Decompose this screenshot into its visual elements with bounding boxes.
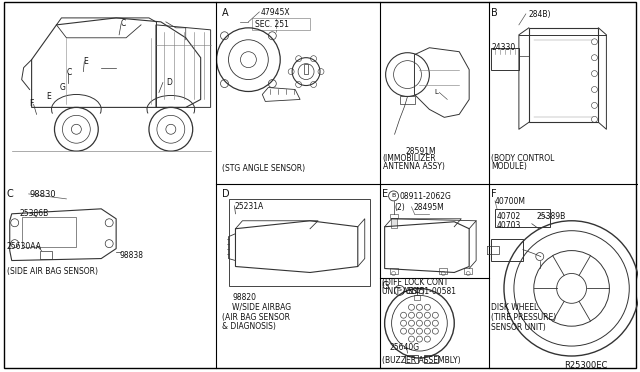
Text: E: E	[83, 57, 88, 66]
Text: 25389B: 25389B	[537, 212, 566, 221]
Text: UNIT ASSY): UNIT ASSY)	[381, 288, 424, 296]
Text: & DIAGNOSIS): & DIAGNOSIS)	[221, 322, 275, 331]
Text: 40702: 40702	[497, 212, 521, 221]
Text: E: E	[47, 93, 51, 102]
Bar	[491, 246, 499, 254]
Text: 98820: 98820	[232, 294, 257, 302]
Bar	[228, 199, 370, 286]
Bar	[495, 209, 550, 227]
Text: 28591M: 28591M	[406, 147, 436, 156]
Bar	[404, 355, 419, 363]
Text: (STG ANGLE SENSOR): (STG ANGLE SENSOR)	[221, 164, 305, 173]
Text: SENSOR UNIT): SENSOR UNIT)	[491, 323, 546, 332]
Text: 40700M: 40700M	[495, 197, 526, 206]
Text: (BODY CONTROL: (BODY CONTROL	[491, 154, 554, 163]
Text: MODULE): MODULE)	[491, 162, 527, 171]
Bar	[390, 214, 397, 218]
Text: W/SIDE AIRBAG: W/SIDE AIRBAG	[232, 302, 292, 311]
Text: C: C	[121, 19, 126, 28]
Text: (IMMOBILIZER: (IMMOBILIZER	[383, 154, 436, 163]
Text: ANTENNA ASSY): ANTENNA ASSY)	[383, 162, 445, 171]
Bar	[424, 355, 438, 363]
Text: (2): (2)	[395, 203, 405, 212]
Text: 24330: 24330	[491, 43, 515, 52]
Text: B: B	[392, 193, 396, 198]
Text: (TIRE PRESSURE): (TIRE PRESSURE)	[491, 313, 556, 322]
Bar	[390, 218, 397, 228]
Text: L: L	[435, 90, 438, 96]
Text: G: G	[60, 83, 65, 92]
Text: R25300EC: R25300EC	[564, 361, 607, 370]
Text: (DIFF LOCK CONT: (DIFF LOCK CONT	[381, 278, 448, 288]
Text: 98838: 98838	[119, 251, 143, 260]
Text: F: F	[491, 189, 497, 199]
Bar	[252, 18, 310, 30]
Text: 284B): 284B)	[529, 10, 551, 19]
Bar	[529, 28, 598, 122]
Text: 40703: 40703	[497, 221, 522, 230]
Text: B: B	[491, 8, 498, 18]
Text: SEC. 251: SEC. 251	[255, 20, 289, 29]
Text: F: F	[29, 99, 34, 109]
Text: E: E	[381, 189, 388, 199]
Text: D: D	[221, 189, 229, 199]
Text: 98830: 98830	[29, 190, 56, 199]
Bar	[439, 269, 447, 275]
Bar	[399, 96, 415, 105]
Text: A: A	[221, 8, 228, 18]
Text: DISK WHEEL: DISK WHEEL	[491, 303, 538, 312]
Text: 25630AA: 25630AA	[7, 242, 42, 251]
Text: 25231A: 25231A	[234, 202, 264, 211]
Text: C: C	[7, 189, 13, 199]
Bar	[491, 48, 519, 70]
Bar	[40, 251, 51, 259]
Text: C: C	[67, 68, 72, 77]
Bar	[390, 269, 397, 275]
Bar	[415, 295, 420, 300]
Text: 25386B: 25386B	[20, 209, 49, 218]
Text: (BUZZER ASSEMBLY): (BUZZER ASSEMBLY)	[381, 356, 460, 365]
Text: D: D	[166, 78, 172, 87]
Bar	[491, 239, 523, 260]
Text: (AIR BAG SENSOR: (AIR BAG SENSOR	[221, 313, 289, 322]
Text: S: S	[397, 288, 401, 292]
Bar	[22, 217, 76, 247]
Bar	[464, 269, 472, 275]
Text: 08911-2062G: 08911-2062G	[399, 192, 451, 201]
Text: (SIDE AIR BAG SENSOR): (SIDE AIR BAG SENSOR)	[7, 266, 98, 276]
Text: 28495M: 28495M	[413, 203, 444, 212]
Text: 25640G: 25640G	[390, 343, 420, 352]
Text: 47945X: 47945X	[260, 8, 290, 17]
Bar	[304, 64, 308, 74]
Text: G: G	[381, 282, 389, 291]
Text: 01451-00581: 01451-00581	[406, 288, 456, 296]
